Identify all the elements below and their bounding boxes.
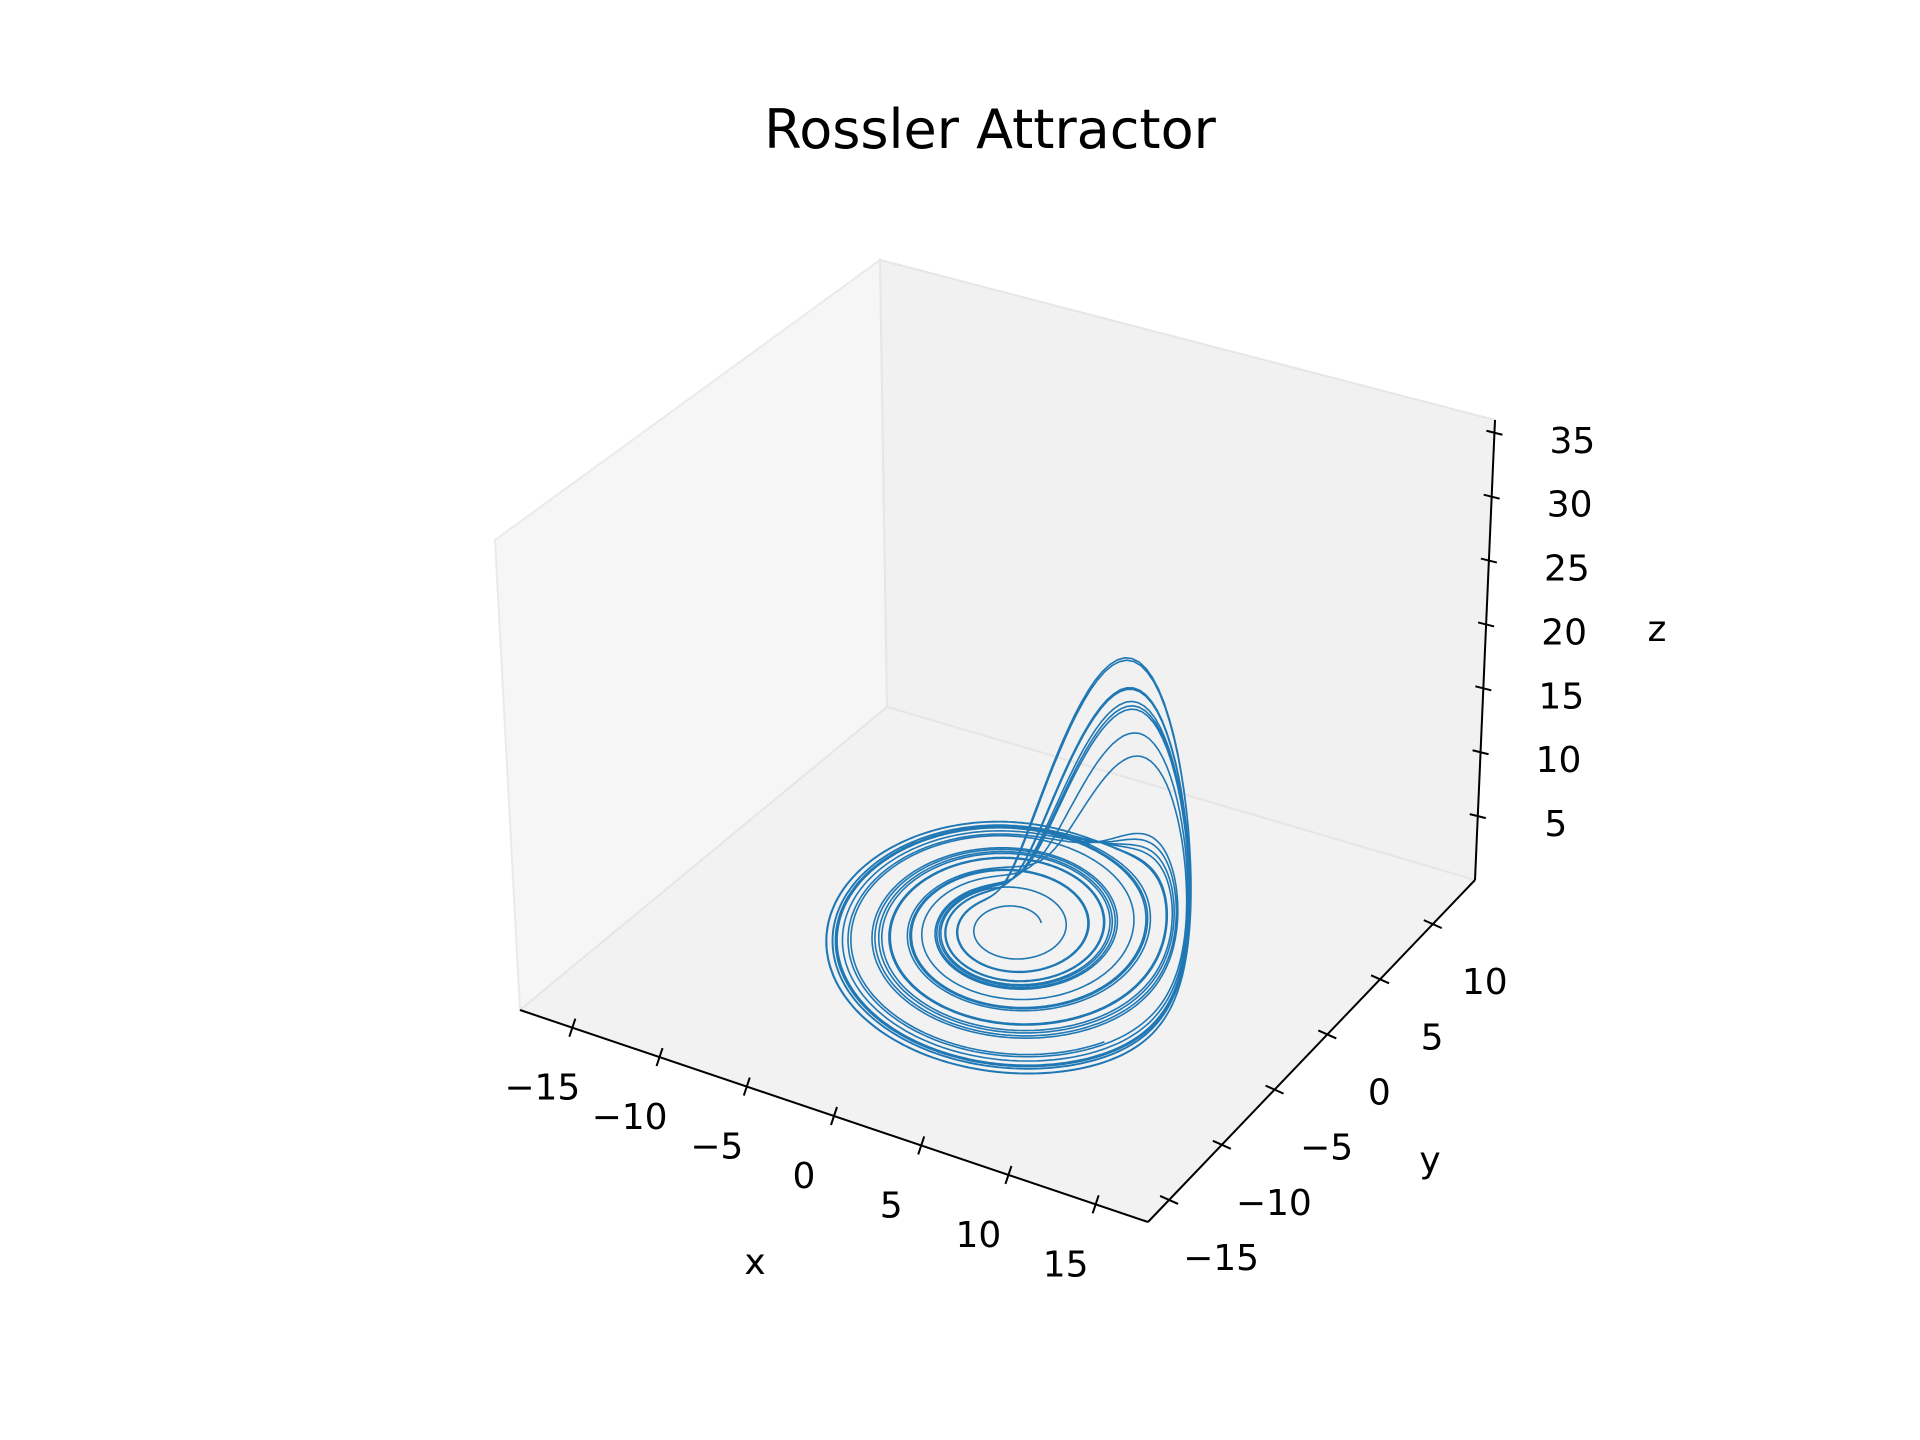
x-tick-label-1: −10	[592, 1097, 668, 1138]
y-tick-label-1: −10	[1236, 1183, 1312, 1224]
x-tick-label-2: −5	[690, 1127, 743, 1168]
chart-title: Rossler Attractor	[764, 98, 1217, 161]
z-tick-label-4: 25	[1544, 549, 1590, 590]
x-tick-label-6: 15	[1043, 1244, 1089, 1285]
x-tick-label-3: 0	[793, 1156, 816, 1197]
z-tick-label-6: 35	[1550, 421, 1596, 462]
z-tick-label-1: 10	[1536, 740, 1582, 781]
x-tick-label-4: 5	[880, 1185, 903, 1226]
z-tick-label-0: 5	[1544, 804, 1567, 845]
y-tick-label-5: 10	[1462, 962, 1508, 1003]
z-tick-label-3: 20	[1541, 612, 1587, 653]
x-axis-label: x	[744, 1242, 765, 1283]
y-tick-label-4: 5	[1421, 1017, 1444, 1058]
x-tick-label-0: −15	[504, 1068, 580, 1109]
y-tick-label-0: −15	[1183, 1238, 1259, 1279]
z-tick-label-2: 15	[1538, 676, 1584, 717]
y-axis-label: y	[1419, 1140, 1440, 1181]
x-tick-label-5: 10	[956, 1215, 1002, 1256]
y-tick-label-3: 0	[1368, 1072, 1391, 1113]
axes-panes	[495, 260, 1495, 1222]
z-tick-label-5: 30	[1547, 485, 1593, 526]
z-axis-label: z	[1648, 609, 1667, 650]
y-tick-label-2: −5	[1300, 1128, 1353, 1169]
